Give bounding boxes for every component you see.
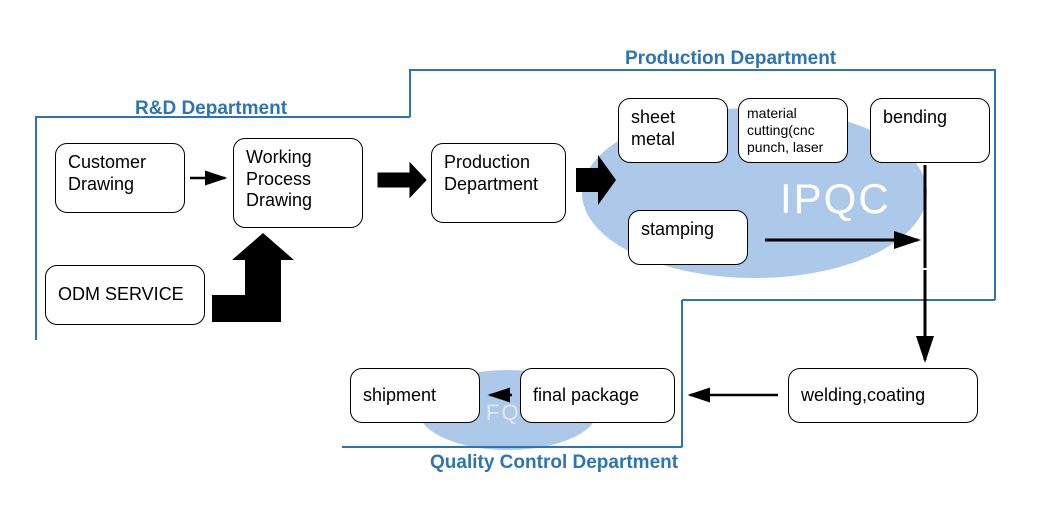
node-shipment: shipment (350, 368, 480, 423)
node-stamping: stamping (628, 210, 748, 265)
node-text: sheetmetal (631, 107, 675, 150)
node-sheet-metal: sheetmetal (618, 98, 728, 163)
node-text: ProductionDepartment (444, 152, 538, 195)
node-text: shipment (363, 385, 436, 407)
node-final-package: final package (520, 368, 675, 423)
node-welding-coating: welding,coating (788, 368, 978, 423)
node-working-process-drawing: WorkingProcessDrawing (233, 138, 363, 228)
node-text: final package (533, 385, 639, 407)
arrow-working-to-production (378, 163, 426, 197)
node-text: ODM SERVICE (58, 284, 184, 306)
rnd-label: R&D Department (135, 98, 287, 120)
node-text: welding,coating (801, 385, 925, 407)
odm-elbow-arrow (212, 233, 294, 322)
node-text: materialcutting(cncpunch, laser (747, 105, 823, 155)
node-customer-drawing: CustomerDrawing (55, 143, 185, 213)
qc-label: Quality Control Department (430, 452, 678, 474)
node-bending: bending (870, 98, 990, 163)
node-text: CustomerDrawing (68, 152, 146, 195)
node-production-department: ProductionDepartment (431, 143, 566, 223)
node-material-cutting: materialcutting(cncpunch, laser (738, 98, 848, 163)
node-text: bending (883, 107, 947, 129)
prod-label: Production Department (625, 48, 836, 70)
node-odm-service: ODM SERVICE (45, 265, 205, 325)
node-text: WorkingProcessDrawing (246, 147, 312, 212)
node-text: stamping (641, 219, 714, 241)
